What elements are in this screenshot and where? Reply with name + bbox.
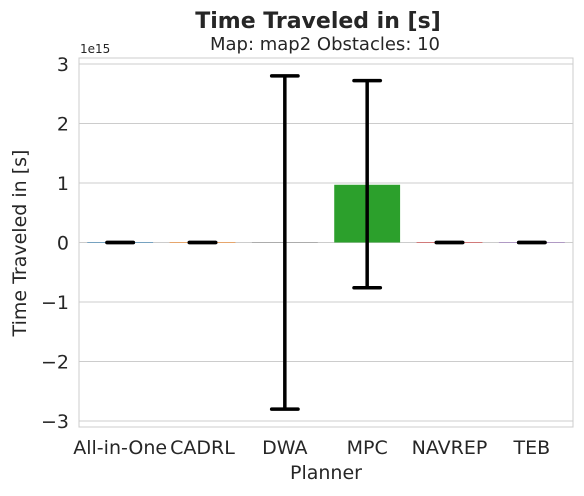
y-tick-label: −1	[41, 292, 69, 314]
grid-layer	[79, 63, 573, 422]
x-tick-label: All-in-One	[73, 437, 167, 459]
chart-subtitle: Map: map2 Obstacles: 10	[210, 34, 440, 55]
error-bars-layer	[105, 74, 547, 411]
plot-frame	[78, 57, 574, 428]
x-tick-label: DWA	[262, 437, 307, 459]
y-tick-label: 0	[57, 233, 69, 255]
bars-layer	[87, 184, 565, 243]
y-tick-label: 3	[57, 54, 69, 76]
y-tick-label: −3	[41, 411, 69, 433]
y-tick-label: −2	[41, 352, 69, 374]
y-scale-label: 1e15	[80, 42, 110, 56]
x-tick-label: NAVREP	[412, 437, 488, 459]
x-tick-label: MPC	[347, 437, 388, 459]
x-tick-label: TEB	[513, 437, 551, 459]
y-axis-label: Time Traveled in [s]	[9, 150, 31, 338]
y-tick-labels: −3 −2 −1 0 1 2 3	[41, 54, 69, 433]
x-tick-label: CADRL	[170, 437, 235, 459]
chart-title: Time Traveled in [s]	[195, 9, 441, 34]
x-tick-labels: All-in-One CADRL DWA MPC NAVREP TEB	[73, 437, 550, 459]
y-tick-label: 2	[57, 113, 69, 135]
y-tick-label: 1	[57, 173, 69, 195]
x-axis-label: Planner	[290, 462, 362, 484]
